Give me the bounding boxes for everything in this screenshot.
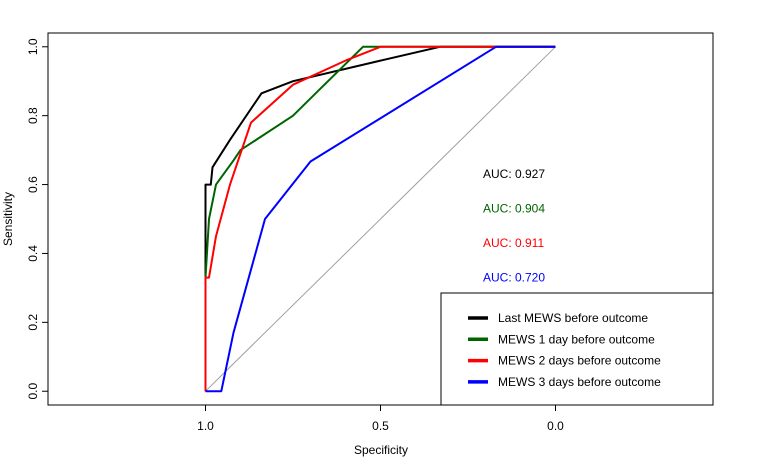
y-axis-title: Sensitivity (1, 192, 15, 246)
auc-labels: AUC: 0.927 AUC: 0.904 AUC: 0.911 AUC: 0.720 (483, 167, 545, 285)
plot-layer (204, 45, 556, 393)
y-tick-label: 1.0 (26, 38, 40, 55)
y-tick-label: 0.4 (26, 245, 40, 262)
y-tick-label: 0.6 (26, 176, 40, 193)
legend-label: MEWS 1 day before outcome (498, 332, 655, 346)
y-axis: 0.0 0.2 0.4 0.6 0.8 1.0 (26, 38, 49, 400)
legend-box (440, 292, 714, 406)
legend-items: Last MEWS before outcome MEWS 1 day befor… (468, 311, 661, 389)
roc-curve-last-mews-before-outcome (204, 45, 556, 392)
x-tick-label: 0.0 (547, 419, 564, 433)
auc-label: AUC: 0.904 (483, 202, 545, 216)
legend-label: MEWS 2 days before outcome (498, 354, 661, 368)
diagonal-reference-line (205, 46, 556, 392)
x-tick-label: 0.5 (372, 419, 389, 433)
x-tick-label: 1.0 (197, 419, 214, 433)
auc-label: AUC: 0.720 (483, 271, 545, 285)
x-axis-title: Specificity (354, 443, 408, 457)
y-tick-label: 0.0 (26, 383, 40, 400)
auc-label: AUC: 0.911 (483, 236, 544, 250)
legend-label: Last MEWS before outcome (498, 311, 648, 325)
legend-label: MEWS 3 days before outcome (498, 375, 661, 389)
legend: Last MEWS before outcome MEWS 1 day befor… (440, 292, 714, 406)
y-tick-label: 0.8 (26, 107, 40, 124)
y-tick-label: 0.2 (26, 314, 40, 331)
roc-curve-mews-1-day-before-outcome (204, 45, 556, 392)
roc-curve-mews-2-days-before-outcome (204, 45, 556, 392)
x-axis: 1.0 0.5 0.0 (197, 404, 564, 433)
roc-curve-mews-3-days-before-outcome (205, 45, 556, 393)
auc-label: AUC: 0.927 (483, 167, 545, 181)
